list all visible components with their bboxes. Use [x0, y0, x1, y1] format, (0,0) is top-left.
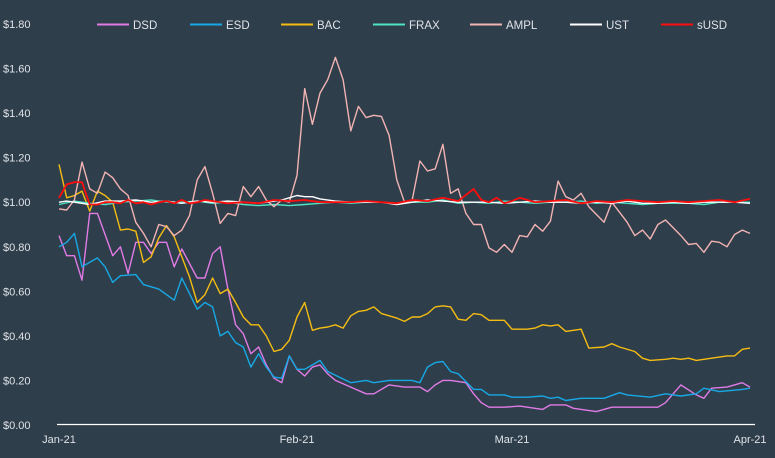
y-tick-label: $0.20 — [3, 375, 31, 387]
x-tick-label: Feb-21 — [280, 434, 315, 446]
y-tick-label: $0.40 — [3, 331, 31, 343]
y-tick-label: $0.60 — [3, 286, 31, 298]
legend-item-bac[interactable]: BAC — [281, 20, 341, 32]
y-tick-label: $0.00 — [3, 420, 31, 432]
legend-item-frax[interactable]: FRAX — [373, 20, 440, 32]
series-line-susd — [58, 181, 751, 206]
legend-label: sUSD — [697, 20, 727, 32]
y-tick-label: $1.20 — [3, 153, 31, 165]
legend-label: FRAX — [409, 20, 440, 32]
y-tick-label: $1.00 — [3, 197, 31, 209]
legend-item-dsd[interactable]: DSD — [97, 20, 157, 32]
legend-label: ESD — [226, 20, 250, 32]
series-line-esd — [58, 232, 751, 402]
y-tick-label: $1.60 — [3, 64, 31, 76]
legend-item-ust[interactable]: UST — [570, 20, 629, 32]
legend-label: AMPL — [506, 20, 538, 32]
legend-item-susd[interactable]: sUSD — [661, 20, 727, 32]
series-line-dsd — [58, 212, 751, 413]
y-tick-label: $1.40 — [3, 108, 31, 120]
legend-label: DSD — [133, 20, 157, 32]
x-axis: Jan-21 Feb-21 Mar-21 Apr-21 — [42, 434, 766, 446]
x-tick-label: Mar-21 — [495, 434, 530, 446]
series-line-bac — [58, 164, 751, 362]
legend-item-ampl[interactable]: AMPL — [470, 20, 538, 32]
legend-label: BAC — [317, 20, 341, 32]
x-tick-label: Apr-21 — [733, 434, 766, 446]
series-lines — [58, 56, 751, 413]
legend: DSD ESD BAC FRAX AMPL UST sUSD — [97, 20, 727, 32]
series-line-ampl — [58, 56, 751, 253]
legend-label: UST — [606, 20, 629, 32]
y-axis: $0.00 $0.20 $0.40 $0.60 $0.80 $1.00 $1.20 $1.40… — [3, 19, 31, 432]
x-tick-label: Jan-21 — [42, 434, 76, 446]
legend-item-esd[interactable]: ESD — [190, 20, 250, 32]
y-tick-label: $1.80 — [3, 19, 31, 31]
y-tick-label: $0.80 — [3, 242, 31, 254]
